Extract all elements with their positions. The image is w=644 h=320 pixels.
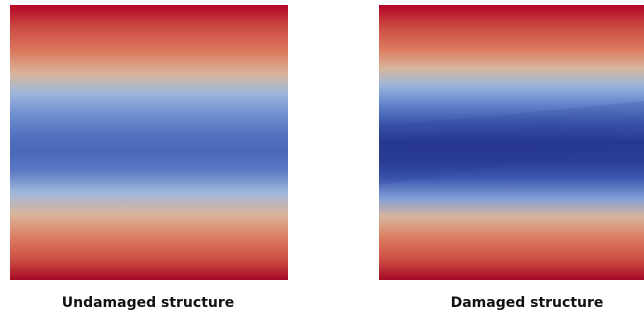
damaged-caption: Damaged structure [450, 295, 604, 311]
damaged-field-plot [379, 5, 644, 280]
undamaged-field-plot [10, 5, 288, 280]
undamaged-field-image [10, 5, 288, 280]
undamaged-caption: Undamaged structure [61, 295, 235, 311]
damaged-field-image [379, 5, 644, 280]
